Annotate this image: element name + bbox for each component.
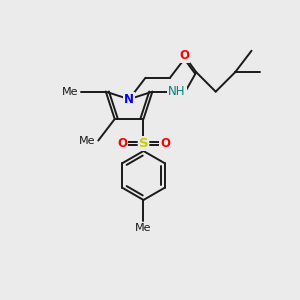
Text: N: N [124, 93, 134, 106]
Text: Me: Me [135, 223, 152, 233]
Text: Me: Me [62, 87, 78, 97]
Text: O: O [117, 137, 127, 150]
Text: O: O [179, 49, 189, 62]
Text: Me: Me [79, 136, 95, 146]
Text: NH: NH [168, 85, 186, 98]
Text: S: S [139, 137, 148, 150]
Text: O: O [160, 137, 170, 150]
